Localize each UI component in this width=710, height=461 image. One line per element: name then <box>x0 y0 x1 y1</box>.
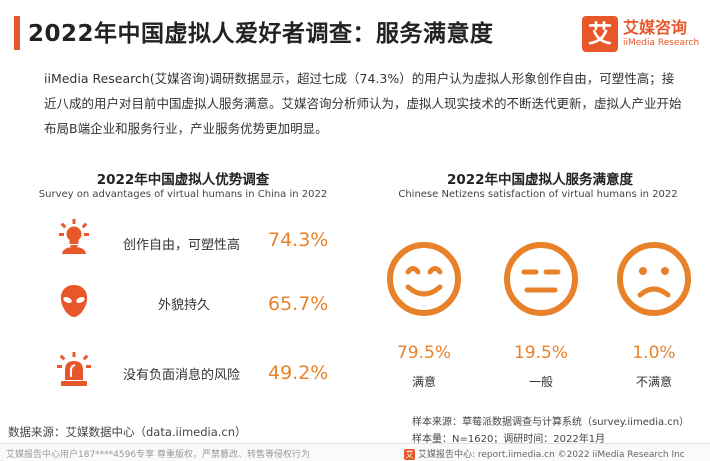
satisfaction-value-3: 1.0% <box>632 343 676 363</box>
footer-bar: 艾媒报告中心用户187****4596专享 尊重版权，严禁篡改、转售等侵权行为 … <box>0 443 710 461</box>
neutral-face-icon <box>504 242 578 316</box>
footer-report-text: 艾媒报告中心: report.iimedia.cn ©2022 iiMedia … <box>418 450 685 460</box>
sample-source-note: 样本来源：草莓派数据调查与计算系统（survey.iimedia.cn） <box>412 417 690 428</box>
data-source: 数据来源：艾媒数据中心（data.iimedia.cn） <box>8 425 247 439</box>
satisfaction-value-1: 79.5% <box>396 343 451 363</box>
title-accent-bar <box>14 16 20 50</box>
satisfaction-chart-title: 2022年中国虚拟人服务满意度 <box>446 172 634 188</box>
advantages-chart-subtitle: Survey on advantages of virtual humans i… <box>38 189 328 200</box>
alien-face-icon <box>60 285 88 317</box>
sad-face-icon <box>617 242 691 316</box>
footer-report-link[interactable]: 艾艾媒报告中心: report.iimedia.cn ©2022 iiMedia… <box>404 447 685 460</box>
footer-logo-icon: 艾 <box>404 449 415 460</box>
advantages-chart-title: 2022年中国虚拟人优势调查 <box>96 172 270 188</box>
advantage-value-2: 65.7% <box>268 293 329 315</box>
sample-notes: 样本来源：草莓派数据调查与计算系统（survey.iimedia.cn） 样本量… <box>412 414 689 448</box>
brand-logo[interactable]: 艾 艾媒咨询 iiMedia Research <box>582 16 699 52</box>
sample-size-note: 样本量：N=1620；调研时间：2022年1月 <box>412 434 606 445</box>
intro-paragraph: iiMedia Research(艾媒咨询)调研数据显示，超过七成（74.3%）… <box>44 71 682 136</box>
satisfaction-chart-subtitle: Chinese Netizens satisfaction of virtual… <box>398 189 678 200</box>
satisfaction-value-2: 19.5% <box>513 343 568 363</box>
advantage-label-1: 创作自由，可塑性高 <box>122 238 240 253</box>
footer-copyright-notice: 艾媒报告中心用户187****4596专享 尊重版权，严禁篡改、转售等侵权行为 <box>6 450 310 460</box>
satisfaction-label-3: 不满意 <box>635 375 672 389</box>
advantage-label-3: 没有负面消息的风险 <box>122 368 240 383</box>
smile-face-icon <box>387 242 461 316</box>
logo-mark-icon: 艾 <box>582 16 618 52</box>
page-title: 2022年中国虚拟人爱好者调查：服务满意度 <box>28 21 494 47</box>
advantage-value-1: 74.3% <box>268 229 329 251</box>
satisfaction-label-1: 满意 <box>411 375 436 389</box>
logo-name-cn: 艾媒咨询 <box>623 18 688 37</box>
logo-name-en: iiMedia Research <box>623 38 700 48</box>
advantage-value-3: 49.2% <box>268 362 329 384</box>
alarm-light-icon <box>57 352 91 386</box>
satisfaction-label-2: 一般 <box>528 375 553 389</box>
advantage-label-2: 外貌持久 <box>157 298 210 313</box>
lightbulb-icon <box>59 219 89 254</box>
